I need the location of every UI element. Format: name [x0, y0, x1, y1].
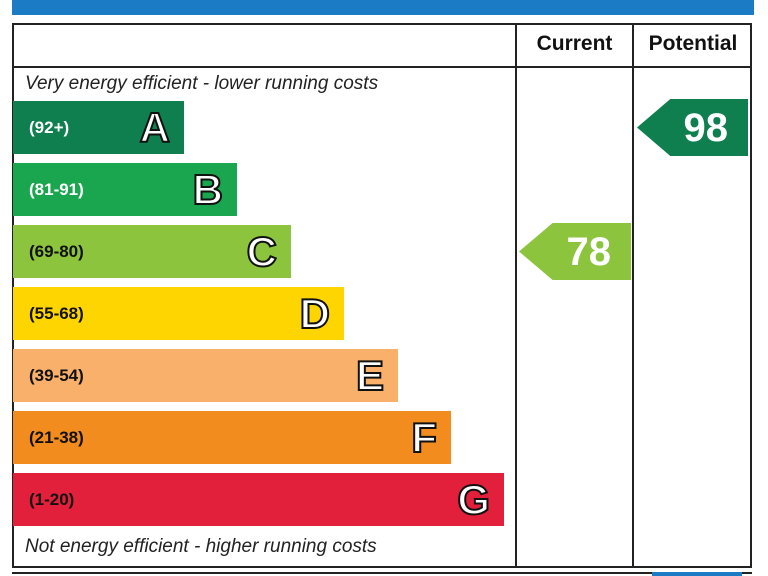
band-c: (69-80) C: [13, 225, 291, 278]
band-c-range: (69-80): [29, 241, 84, 261]
band-b: (81-91) B: [13, 163, 237, 216]
band-g: (1-20) G: [13, 473, 504, 526]
potential-column-divider: [632, 23, 634, 568]
bottom-tab: [652, 572, 742, 576]
current-column-header: Current: [536, 32, 613, 55]
band-f-range: (21-38): [29, 427, 84, 447]
band-e-range: (39-54): [29, 365, 84, 385]
top-efficiency-note: Very energy efficient - lower running co…: [25, 73, 379, 94]
current-rating-arrow: 78: [519, 223, 631, 280]
band-f-letter: F: [410, 413, 438, 461]
bottom-border: [12, 572, 752, 574]
band-g-range: (1-20): [29, 489, 75, 509]
bottom-efficiency-note: Not energy efficient - higher running co…: [25, 536, 377, 557]
band-g-letter: G: [456, 475, 491, 523]
band-d-letter: D: [299, 289, 331, 337]
current-column-divider: [515, 23, 517, 568]
band-f: (21-38) F: [13, 411, 451, 464]
potential-rating-value: 98: [683, 105, 729, 150]
band-e: (39-54) E: [13, 349, 398, 402]
header-bar: [12, 0, 754, 15]
band-a: (92+) A: [13, 101, 184, 154]
band-a-range: (92+): [29, 117, 70, 137]
current-rating-value: 78: [566, 229, 612, 274]
band-b-range: (81-91): [29, 179, 84, 199]
band-e-letter: E: [355, 351, 385, 399]
header-divider: [12, 66, 752, 68]
band-d-range: (55-68): [29, 303, 84, 323]
band-c-letter: C: [246, 227, 278, 275]
potential-column-header: Potential: [648, 32, 738, 55]
band-a-letter: A: [139, 103, 171, 151]
band-b-letter: B: [192, 165, 224, 213]
band-d: (55-68) D: [13, 287, 344, 340]
